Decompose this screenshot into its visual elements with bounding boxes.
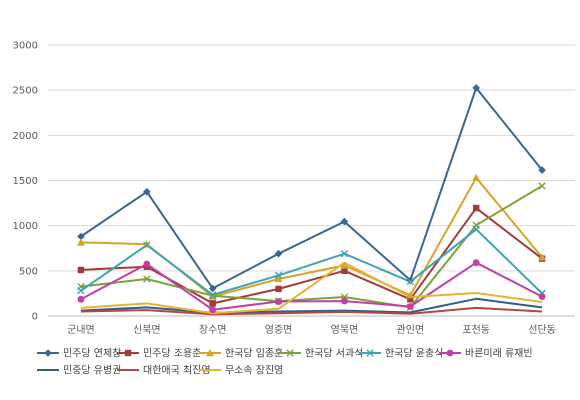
data-point-4-0: [77, 287, 85, 295]
data-point-1-2: [209, 300, 216, 307]
legend-label: 대한애국 최진영: [143, 365, 211, 377]
data-point-0-1: [143, 187, 151, 196]
legend-label: 바른미래 류재빈: [465, 348, 533, 360]
x-tick-label: 군내면: [67, 324, 95, 336]
data-point-5-0: [77, 295, 85, 303]
legend-label: 무소속 장진영: [225, 365, 283, 377]
data-point-4-1: [143, 241, 151, 249]
data-point-2-0: [76, 238, 85, 246]
data-point-2-7: [538, 253, 547, 261]
y-axis-tick-labels: 0 500 1000 1500 2000 2500 3000: [13, 41, 38, 323]
data-point-4-5: [406, 277, 415, 286]
data-point-4-4: [340, 249, 349, 258]
y-tick-label: 0: [32, 312, 38, 323]
legend-marker-5: [446, 349, 454, 357]
data-point-4-6: [472, 225, 480, 233]
legend-marker-4: [366, 349, 374, 357]
y-tick-label: 2500: [13, 86, 38, 97]
y-tick-label: 3000: [13, 41, 38, 52]
legend-label: 한국당 서과석: [305, 348, 363, 360]
data-point-1-3: [275, 285, 282, 293]
legend-marker-2: [206, 349, 214, 357]
data-point-0-0: [77, 232, 85, 241]
legend-marker-0: [44, 349, 52, 357]
data-point-2-3: [274, 274, 283, 283]
data-point-0-5: [406, 276, 415, 285]
series-line-8: [80, 261, 543, 315]
legend: 민주당 연제창 민주당 조용춘 한국당 임종훈 한국당 서과석 한국당 윤충식 바른미래 …: [37, 347, 533, 377]
y-tick-label: 2000: [13, 131, 38, 142]
legend-marker-3: [286, 349, 294, 357]
data-point-5-7: [538, 293, 546, 300]
data-point-5-2: [209, 306, 217, 314]
data-point-0-6: [472, 84, 480, 92]
series-line-7: [80, 306, 543, 316]
data-point-5-1: [143, 260, 151, 268]
data-point-3-7: [538, 182, 546, 190]
x-axis-tick-labels: 군내면 신북면 창수면 영중면 영북면 관인면 포천동 선단동: [67, 324, 556, 336]
data-point-5-3: [275, 298, 282, 305]
legend-label: 민주당 연제창: [63, 348, 121, 360]
series-line-5: [80, 261, 543, 311]
series-line-4: [80, 228, 543, 296]
series-line-6: [80, 297, 543, 314]
data-point-4-2: [208, 291, 217, 299]
legend-label: 한국당 임종훈: [225, 347, 283, 360]
data-point-1-6: [472, 204, 480, 212]
data-point-5-4: [341, 297, 348, 305]
x-tick-label: 선단동: [528, 324, 556, 336]
data-point-2-4: [340, 261, 349, 269]
y-tick-label: 500: [19, 266, 38, 277]
data-point-0-4: [340, 217, 349, 226]
y-tick-label: 1500: [13, 176, 38, 187]
legend-marker-1: [124, 349, 132, 357]
data-point-0-7: [538, 166, 546, 174]
data-point-2-1: [142, 240, 151, 248]
x-tick-label: 관인면: [397, 324, 425, 336]
data-point-4-3: [274, 271, 283, 280]
x-tick-label: 영북면: [331, 324, 359, 336]
series-line-0: [80, 86, 543, 290]
x-tick-label: 영중면: [265, 324, 293, 336]
x-tick-label: 포천동: [462, 324, 490, 336]
data-point-3-1: [143, 275, 151, 283]
data-point-2-5: [406, 291, 415, 299]
data-point-1-5: [407, 296, 414, 303]
legend-label: 민중당 유병권: [63, 365, 121, 377]
legend-label: 민주당 조용춘: [143, 348, 201, 360]
data-point-5-6: [472, 259, 480, 267]
data-point-0-2: [208, 284, 217, 293]
data-point-1-4: [341, 267, 348, 275]
legend-label: 한국당 윤충식: [385, 348, 443, 360]
data-point-2-6: [472, 173, 481, 181]
series-lines: [80, 86, 543, 316]
data-point-0-3: [274, 249, 283, 258]
x-tick-label: 창수면: [199, 324, 227, 336]
series-markers: [76, 84, 547, 314]
y-tick-label: 1000: [13, 221, 38, 232]
data-point-1-0: [77, 266, 85, 274]
data-point-5-5: [406, 303, 414, 310]
x-tick-label: 신북면: [133, 324, 161, 336]
